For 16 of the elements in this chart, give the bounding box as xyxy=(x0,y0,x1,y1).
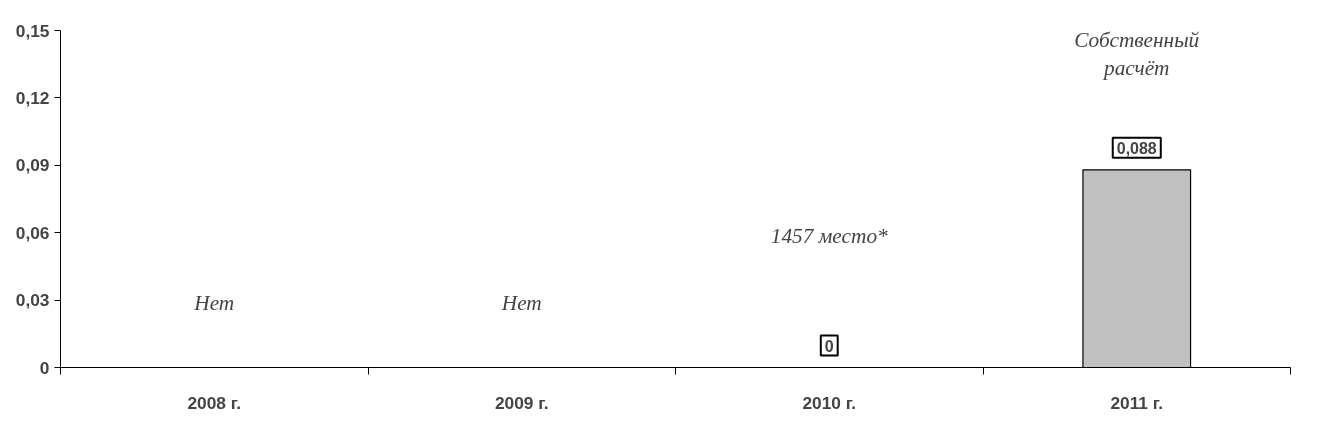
y-tick-label: 0 xyxy=(39,357,50,378)
y-tick-label: 0,09 xyxy=(15,155,50,176)
x-tick-label: 2011 г. xyxy=(1110,392,1164,413)
annotation: Нет xyxy=(193,291,235,316)
y-tick-label: 0,15 xyxy=(15,20,50,41)
y-tick-label: 0,12 xyxy=(15,87,50,108)
x-tick-label: 2009 г. xyxy=(494,392,549,413)
annotation: Нет xyxy=(500,291,542,316)
data-label: 0,088 xyxy=(1116,139,1157,157)
y-tick-label: 0,03 xyxy=(15,290,50,311)
data-label: 0 xyxy=(824,337,834,355)
annotation: Собственный расчёт xyxy=(1074,27,1200,81)
annotation: 1457 место* xyxy=(770,224,889,249)
x-tick-label: 2010 г. xyxy=(802,392,857,413)
y-tick-label: 0,06 xyxy=(15,222,50,243)
x-tick-label: 2008 г. xyxy=(187,392,242,413)
